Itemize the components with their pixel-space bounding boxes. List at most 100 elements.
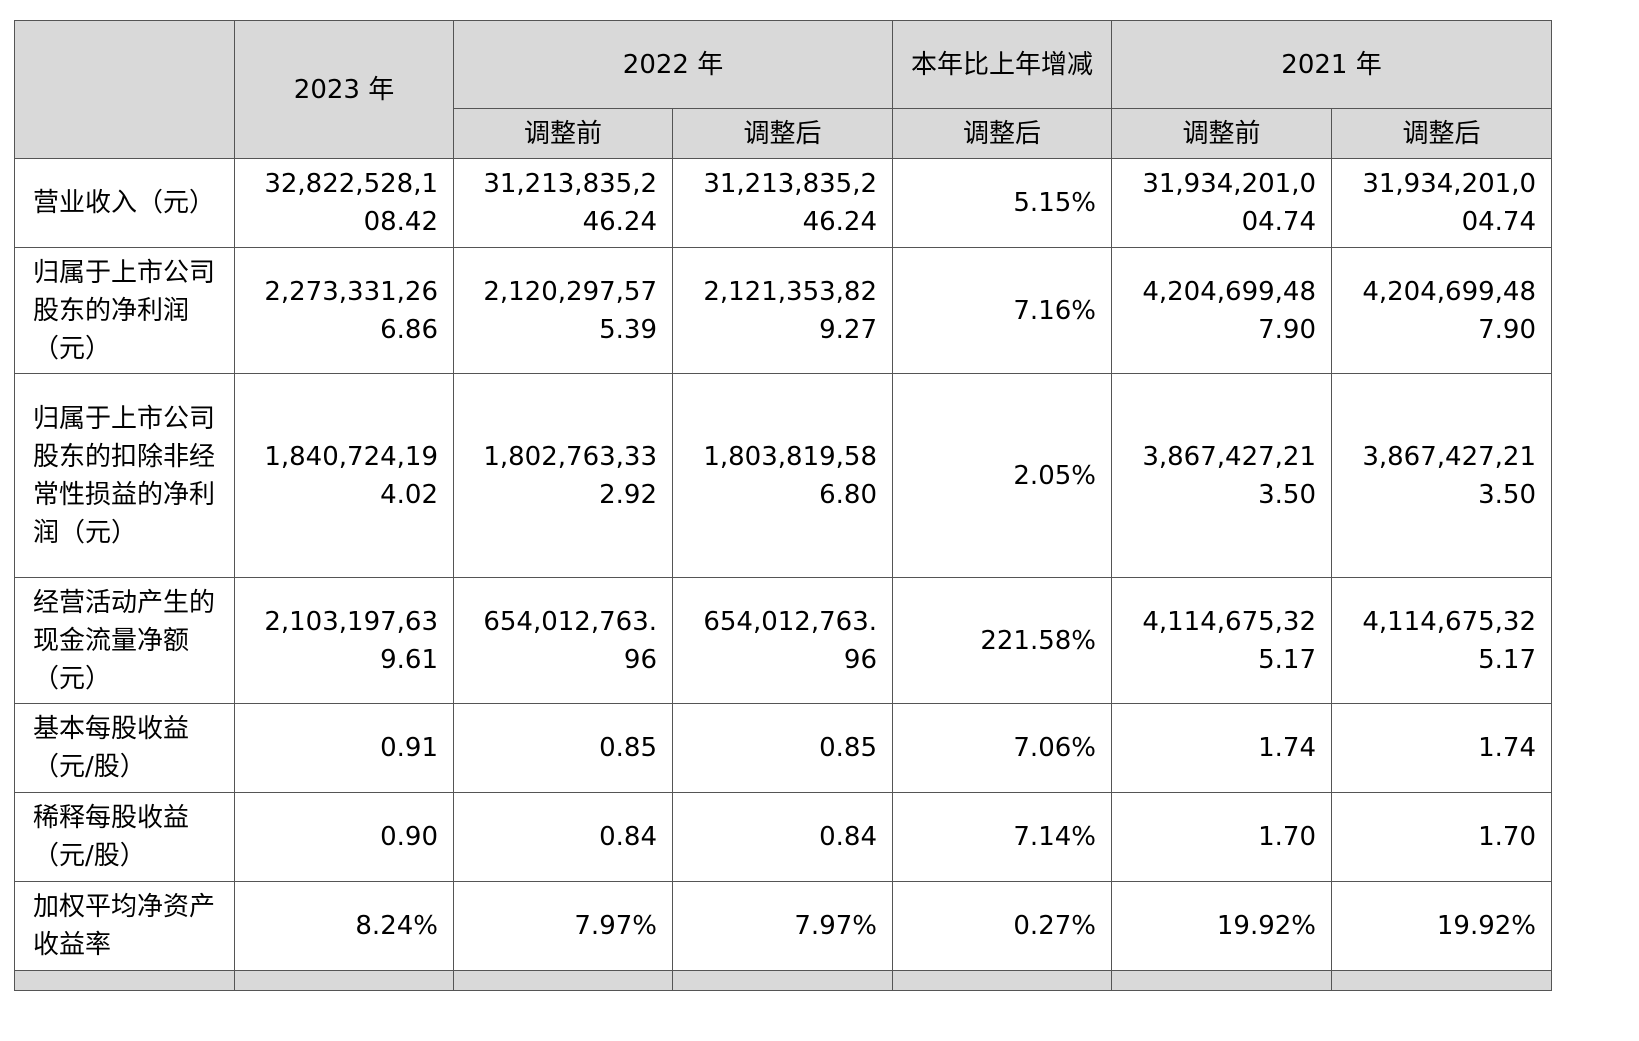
cell-v2021-after: 1.70 [1331,792,1552,882]
cell-line: 2,121,353,82 [703,276,877,307]
cell-v2023: 32,822,528,1 08.42 [234,158,454,248]
table-row: 营业收入（元） 32,822,528,1 08.42 31,213,835,2 46.2… [14,158,1552,248]
header-yoy-change: 本年比上年增减 [892,20,1112,109]
cell-v2021-before: 1.70 [1111,792,1332,882]
cell-line: 1,840,724,19 [264,441,438,472]
table-row: 经营活动产生的现金流量净额（元） 2,103,197,63 9.61 654,012,… [14,577,1552,704]
table-row: 归属于上市公司股东的净利润（元） 2,273,331,26 6.86 2,120,29… [14,247,1552,374]
cell-v2021-after: 4,204,699,48 7.90 [1331,247,1552,374]
cell-change: 221.58% [892,577,1112,704]
cell-line: 1.74 [1478,733,1536,763]
cell-line: 4,114,675,32 [1362,606,1536,637]
cell-line: 31,213,835,2 [483,169,657,199]
cell-line: 0.85 [599,733,657,763]
cell-line: 3,867,427,21 [1362,441,1536,472]
cell-v2022-before: 31,213,835,2 46.24 [453,158,673,248]
cell-v2023: 0.90 [234,792,454,882]
row-label: 加权平均净资产收益率 [14,881,235,971]
cell-line: 6.80 [819,479,877,510]
cell-line: 5.17 [1258,644,1316,675]
cell-line: 3.50 [1478,479,1536,510]
cell-v2021-after: 1.74 [1331,703,1552,793]
cell-line: 0.91 [380,733,438,763]
partial-cell [892,970,1112,991]
table-row: 基本每股收益（元/股） 0.91 0.85 0.85 7.06% 1.74 1.74 [14,703,1552,793]
cell-line: 0.84 [819,822,877,852]
cell-line: 2,273,331,26 [264,276,438,307]
cell-line: 31,934,201,0 [1142,169,1316,199]
cell-line: 1.70 [1258,822,1316,852]
cell-line: 2,103,197,63 [264,606,438,637]
partial-cell [1331,970,1552,991]
cell-line: 4,204,699,48 [1142,276,1316,307]
cell-line: 08.42 [363,207,438,237]
table-row-partial [14,970,1552,991]
cell-v2023: 8.24% [234,881,454,971]
cell-v2022-after: 7.97% [672,881,893,971]
cell-line: 4,204,699,48 [1362,276,1536,307]
cell-line: 9.27 [819,314,877,345]
row-label: 稀释每股收益（元/股） [14,792,235,882]
cell-line: 3.50 [1258,479,1316,510]
cell-v2021-after: 19.92% [1331,881,1552,971]
cell-line: 654,012,763. [483,606,657,637]
cell-v2021-after: 4,114,675,32 5.17 [1331,577,1552,704]
cell-line: 46.24 [582,207,657,237]
cell-v2022-before: 654,012,763. 96 [453,577,673,704]
cell-v2021-before: 4,114,675,32 5.17 [1111,577,1332,704]
cell-v2021-after: 3,867,427,21 3.50 [1331,373,1552,578]
table-row: 稀释每股收益（元/股） 0.90 0.84 0.84 7.14% 1.70 1.70 [14,792,1552,882]
cell-v2023: 2,273,331,26 6.86 [234,247,454,374]
cell-line: 8.24% [355,911,438,941]
cell-line: 7.90 [1258,314,1316,345]
cell-line: 5.17 [1478,644,1536,675]
cell-line: 19.92% [1216,911,1316,941]
partial-cell [672,970,893,991]
cell-v2022-after: 654,012,763. 96 [672,577,893,704]
cell-line: 1,802,763,33 [483,441,657,472]
cell-v2021-before: 19.92% [1111,881,1332,971]
cell-line: 2.92 [599,479,657,510]
cell-v2022-after: 1,803,819,58 6.80 [672,373,893,578]
cell-line: 1.70 [1478,822,1536,852]
cell-line: 32,822,528,1 [264,169,438,199]
cell-line: 31,934,201,0 [1362,169,1536,199]
cell-line: 31,213,835,2 [703,169,877,199]
cell-line: 3,867,427,21 [1142,441,1316,472]
cell-line: 04.74 [1241,207,1316,237]
cell-v2023: 2,103,197,63 9.61 [234,577,454,704]
cell-change: 2.05% [892,373,1112,578]
partial-cell [453,970,673,991]
cell-line: 0.85 [819,733,877,763]
cell-line: 6.86 [380,314,438,345]
cell-line: 7.97% [794,911,877,941]
cell-line: 5.39 [599,314,657,345]
cell-line: 96 [843,644,877,675]
table-body: 营业收入（元） 32,822,528,1 08.42 31,213,835,2 46.2… [14,158,1552,991]
cell-line: 9.61 [380,644,438,675]
partial-cell [14,970,235,991]
cell-v2022-after: 0.84 [672,792,893,882]
row-label: 归属于上市公司股东的净利润（元） [14,247,235,374]
cell-v2022-after: 31,213,835,2 46.24 [672,158,893,248]
cell-change: 7.06% [892,703,1112,793]
cell-v2021-before: 1.74 [1111,703,1332,793]
header-blank-cell [14,20,235,159]
cell-line: 0.90 [380,822,438,852]
cell-v2022-after: 0.85 [672,703,893,793]
header-2022-before-adjust: 调整前 [453,108,673,159]
cell-line: 7.97% [574,911,657,941]
cell-v2022-before: 7.97% [453,881,673,971]
cell-change: 7.14% [892,792,1112,882]
cell-v2021-before: 3,867,427,21 3.50 [1111,373,1332,578]
partial-cell [234,970,454,991]
cell-v2022-after: 2,121,353,82 9.27 [672,247,893,374]
cell-v2023: 0.91 [234,703,454,793]
header-year-2023: 2023 年 [234,20,454,159]
cell-v2022-before: 0.85 [453,703,673,793]
header-year-2022: 2022 年 [453,20,893,109]
cell-v2021-before: 31,934,201,0 04.74 [1111,158,1332,248]
cell-v2023: 1,840,724,19 4.02 [234,373,454,578]
header-2021-after-adjust: 调整后 [1331,108,1552,159]
cell-change: 7.16% [892,247,1112,374]
